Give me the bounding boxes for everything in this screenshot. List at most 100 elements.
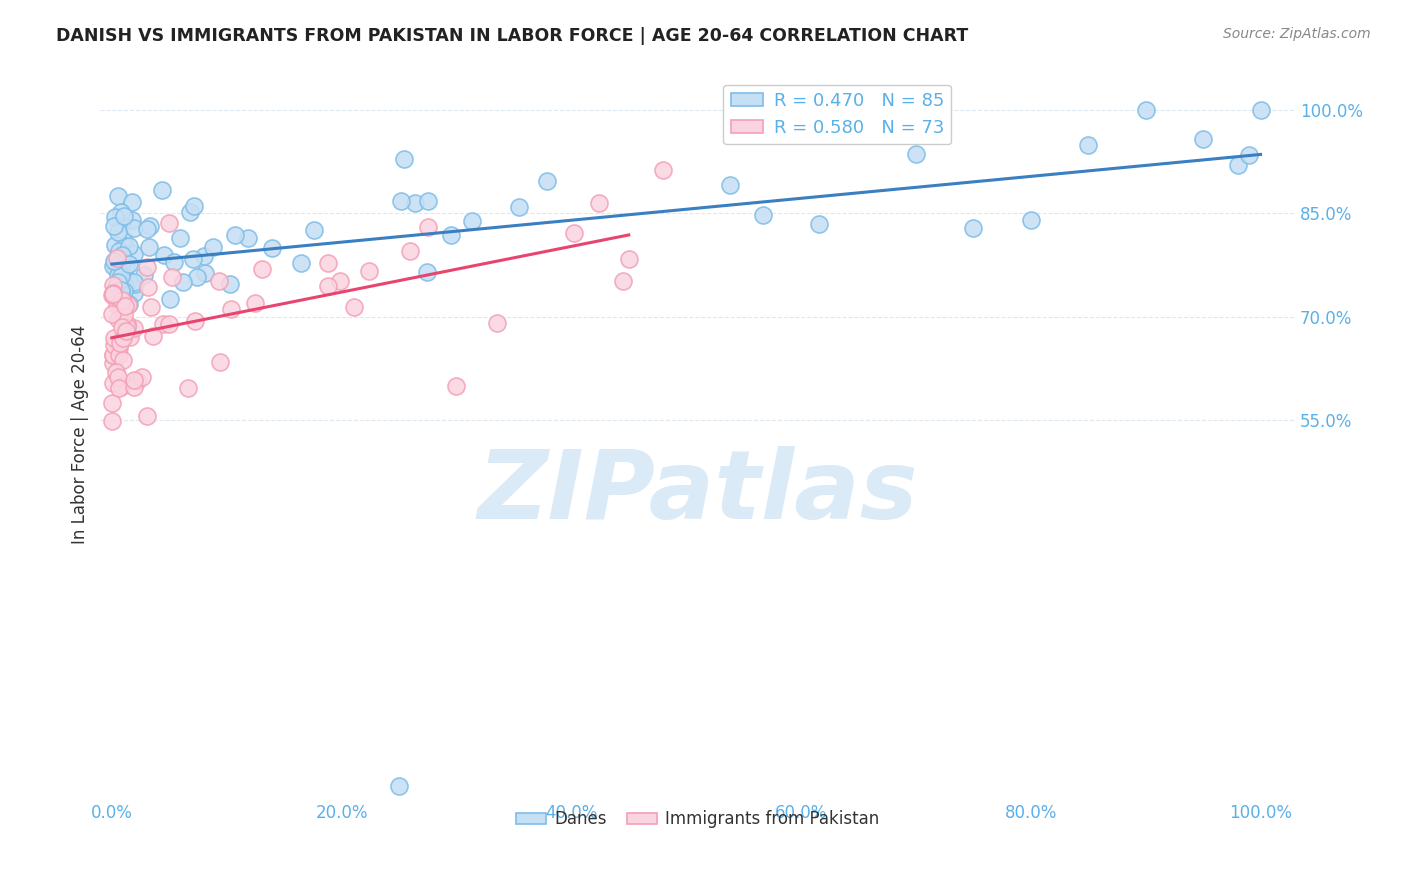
Point <box>208 355 231 369</box>
Point <box>415 264 437 278</box>
Point <box>136 409 159 424</box>
Point <box>446 378 468 392</box>
Point <box>752 208 775 222</box>
Point <box>157 318 180 332</box>
Point <box>612 274 634 288</box>
Point <box>193 249 215 263</box>
Point <box>139 300 162 314</box>
Point <box>163 255 186 269</box>
Legend: Danes, Immigrants from Pakistan: Danes, Immigrants from Pakistan <box>509 804 886 835</box>
Point <box>110 283 132 297</box>
Point <box>157 216 180 230</box>
Point <box>108 310 131 324</box>
Point <box>1135 103 1157 117</box>
Point <box>394 152 416 166</box>
Point <box>101 286 124 301</box>
Point <box>617 252 640 267</box>
Point <box>904 147 927 161</box>
Point <box>194 266 217 280</box>
Point <box>329 274 352 288</box>
Point <box>114 299 136 313</box>
Point <box>111 319 134 334</box>
Point <box>440 227 463 242</box>
Point <box>114 260 136 275</box>
Point <box>107 268 129 283</box>
Point <box>101 376 124 391</box>
Point <box>1250 103 1272 117</box>
Point <box>183 252 205 266</box>
Point <box>103 338 125 352</box>
Point <box>118 330 141 344</box>
Text: Source: ZipAtlas.com: Source: ZipAtlas.com <box>1223 27 1371 41</box>
Point <box>404 196 426 211</box>
Point <box>122 275 145 289</box>
Point <box>114 279 136 293</box>
Point <box>118 257 141 271</box>
Point <box>219 302 242 317</box>
Point <box>124 220 146 235</box>
Point <box>111 248 134 262</box>
Point <box>186 269 208 284</box>
Point <box>131 370 153 384</box>
Point <box>112 284 135 298</box>
Point <box>588 196 610 211</box>
Point <box>111 331 134 345</box>
Point <box>118 297 141 311</box>
Point <box>152 317 174 331</box>
Point <box>105 365 128 379</box>
Point <box>107 312 129 326</box>
Point <box>101 285 124 300</box>
Point <box>388 779 411 793</box>
Point <box>117 319 139 334</box>
Point <box>122 246 145 260</box>
Text: DANISH VS IMMIGRANTS FROM PAKISTAN IN LABOR FORCE | AGE 20-64 CORRELATION CHART: DANISH VS IMMIGRANTS FROM PAKISTAN IN LA… <box>56 27 969 45</box>
Point <box>112 232 135 246</box>
Point <box>121 195 143 210</box>
Point <box>101 414 124 428</box>
Y-axis label: In Labor Force | Age 20-64: In Labor Force | Age 20-64 <box>72 325 89 543</box>
Point <box>108 267 131 281</box>
Point <box>122 379 145 393</box>
Point <box>1077 137 1099 152</box>
Point <box>108 381 131 395</box>
Point <box>105 261 128 276</box>
Point <box>103 331 125 345</box>
Point <box>389 194 412 209</box>
Point <box>218 277 240 291</box>
Point <box>107 188 129 202</box>
Point <box>142 329 165 343</box>
Point <box>103 254 125 268</box>
Point <box>418 219 440 234</box>
Point <box>111 379 134 393</box>
Point <box>125 374 148 388</box>
Point <box>399 244 422 258</box>
Point <box>112 308 135 322</box>
Point <box>108 348 131 362</box>
Point <box>110 260 132 274</box>
Point <box>103 348 125 362</box>
Point <box>136 279 159 293</box>
Point <box>110 218 132 232</box>
Point <box>172 275 194 289</box>
Point <box>101 260 124 274</box>
Point <box>105 251 128 265</box>
Point <box>718 178 741 192</box>
Point <box>101 396 124 410</box>
Point <box>107 275 129 289</box>
Point <box>105 297 128 311</box>
Point <box>1019 212 1042 227</box>
Point <box>111 255 134 269</box>
Point <box>183 199 205 213</box>
Point <box>169 231 191 245</box>
Point <box>117 298 139 312</box>
Point <box>184 314 207 328</box>
Point <box>159 292 181 306</box>
Point <box>107 369 129 384</box>
Point <box>112 209 135 223</box>
Point <box>1226 158 1249 172</box>
Point <box>115 320 138 334</box>
Point <box>108 333 131 347</box>
Point <box>536 174 558 188</box>
Point <box>108 341 131 355</box>
Point <box>1237 148 1260 162</box>
